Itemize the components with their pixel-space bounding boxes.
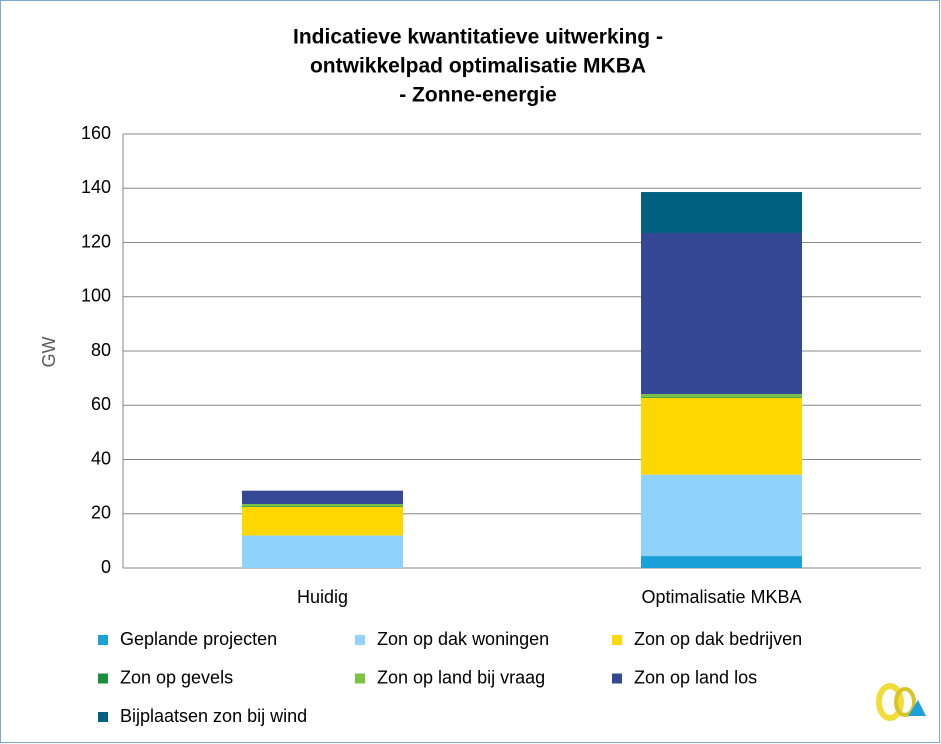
bar-segment — [641, 233, 802, 395]
legend-swatch — [355, 635, 365, 645]
legend-swatch — [98, 673, 108, 684]
y-axis-label: GW — [39, 336, 59, 367]
bar-segment — [641, 192, 802, 234]
legend-label: Zon op land los — [634, 667, 757, 687]
y-tick-label: 40 — [91, 448, 111, 468]
y-tick-label: 20 — [91, 503, 111, 523]
chart-title: Indicatieve kwantitatieve uitwerking - — [293, 26, 663, 49]
bar-segment — [641, 397, 802, 398]
legend-swatch — [355, 673, 365, 684]
legend-label: Bijplaatsen zon bij wind — [120, 706, 307, 726]
y-tick-label: 160 — [81, 123, 111, 143]
legend-label: Zon op dak bedrijven — [634, 629, 802, 649]
legend-swatch — [98, 712, 108, 722]
y-tick-label: 140 — [81, 177, 111, 197]
y-tick-label: 100 — [81, 286, 111, 306]
logo — [876, 683, 926, 721]
bar-segment — [242, 506, 403, 507]
y-tick-label: 120 — [81, 231, 111, 251]
legend-label: Zon op dak woningen — [377, 629, 549, 649]
bar-segment — [641, 394, 802, 398]
legend-swatch — [98, 635, 108, 645]
legend-label: Geplande projecten — [120, 629, 277, 649]
y-tick-label: 60 — [91, 394, 111, 414]
bar-segment — [242, 490, 403, 504]
bar-segment — [641, 474, 802, 557]
y-tick-label: 80 — [91, 340, 111, 360]
bar-segment — [242, 503, 403, 507]
chart-title: ontwikkelpad optimalisatie MKBA — [310, 55, 646, 78]
bar-segment — [641, 556, 802, 568]
x-tick-label: Huidig — [297, 587, 348, 607]
bar-segment — [242, 506, 403, 536]
legend-swatch — [612, 635, 622, 645]
x-tick-label: Optimalisatie MKBA — [641, 587, 801, 607]
legend-swatch — [612, 673, 622, 684]
bar-segment — [641, 397, 802, 475]
legend-label: Zon op land bij vraag — [377, 667, 545, 687]
chart-title: - Zonne-energie — [399, 84, 557, 107]
y-tick-label: 0 — [101, 557, 111, 577]
bar-segment — [242, 535, 403, 568]
legend-label: Zon op gevels — [120, 667, 233, 687]
